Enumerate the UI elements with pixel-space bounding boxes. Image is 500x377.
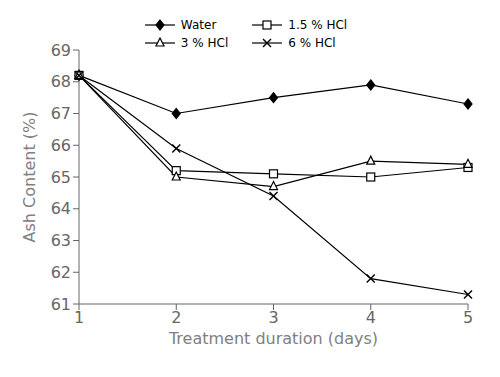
svg-text:69: 69: [51, 41, 71, 60]
svg-text:Ash Content (%): Ash Content (%): [20, 112, 39, 243]
svg-text:66: 66: [51, 136, 71, 155]
html-text:1.5 % HCl: 1.5 % HCl: [288, 18, 348, 32]
svg-text:68: 68: [51, 72, 71, 91]
svg-text:61: 61: [51, 295, 71, 314]
svg-text:64: 64: [51, 199, 71, 218]
html-text:6 % HCl: 6 % HCl: [288, 36, 336, 50]
svg-text:4: 4: [366, 308, 376, 327]
svg-text:Treatment duration (days): Treatment duration (days): [168, 329, 378, 348]
html-text:3 % HCl: 3 % HCl: [180, 36, 229, 50]
svg-text:1: 1: [74, 308, 84, 327]
svg-text:5: 5: [463, 308, 473, 327]
svg-text:62: 62: [51, 263, 71, 282]
svg-text:2: 2: [171, 308, 181, 327]
html-text:Water: Water: [180, 18, 217, 32]
svg-text:63: 63: [51, 231, 71, 250]
svg-text:67: 67: [51, 104, 71, 123]
svg-text:65: 65: [51, 168, 71, 187]
svg-text:3: 3: [268, 308, 278, 327]
